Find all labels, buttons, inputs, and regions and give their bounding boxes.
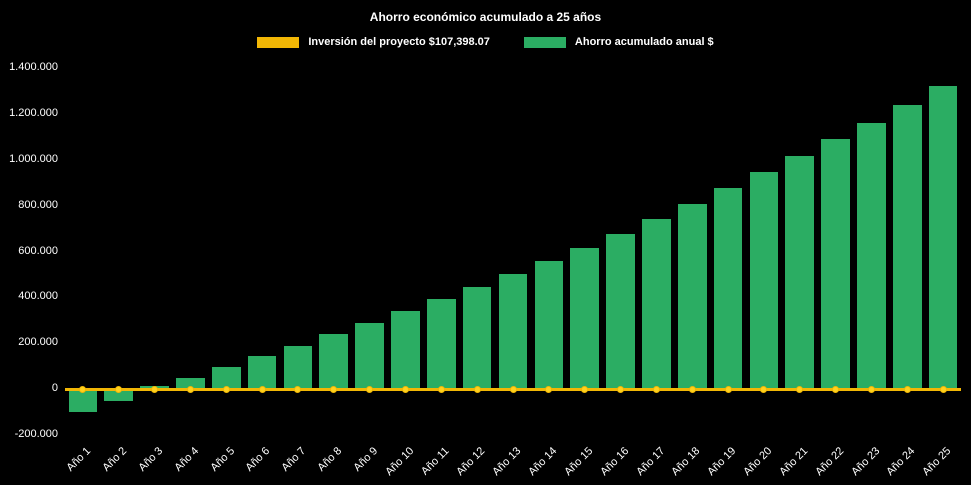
x-tick-label: Año 16	[597, 445, 632, 479]
investment-line-marker	[366, 385, 374, 393]
y-tick-label: 800.000	[18, 198, 58, 211]
x-tick-label: Año 19	[705, 445, 739, 479]
investment-line-marker	[545, 385, 553, 393]
investment-line-marker	[903, 385, 911, 393]
legend-item-savings: Ahorro acumulado anual $	[523, 36, 714, 48]
x-tick-label: Año 3	[136, 445, 166, 474]
legend: Inversión del proyecto $107,398.07 Ahorr…	[0, 36, 971, 48]
x-tick-label: Año 23	[848, 445, 882, 479]
bar-ano-19	[713, 188, 743, 390]
investment-line-marker	[509, 385, 517, 393]
investment-line-marker	[581, 385, 589, 393]
investment-line-marker	[330, 385, 338, 393]
bar-ano-15	[570, 248, 600, 390]
investment-line-marker	[867, 385, 875, 393]
x-tick-label: Año 24	[884, 445, 918, 479]
bar-ano-13	[498, 274, 528, 390]
bar-ano-25	[928, 86, 958, 390]
investment-line-marker	[401, 385, 409, 393]
y-tick-label: -200.000	[14, 428, 58, 440]
investment-line-marker	[724, 385, 732, 393]
y-tick-label: 1.000.000	[9, 152, 58, 165]
chart-title: Ahorro económico acumulado a 25 años	[369, 10, 602, 24]
legend-label-savings: Ahorro acumulado anual $	[574, 36, 714, 48]
investment-line-marker	[652, 385, 660, 393]
bar-ano-18	[677, 204, 707, 390]
x-tick-label: Año 21	[777, 445, 811, 479]
bar-ano-24	[892, 104, 922, 390]
investment-line-marker	[939, 385, 947, 393]
bar-ano-9	[355, 322, 384, 390]
investment-line-marker	[222, 385, 230, 393]
investment-line-marker	[473, 385, 481, 393]
legend-label-investment: Inversión del proyecto $107,398.07	[308, 36, 490, 48]
investment-line-marker	[832, 385, 840, 393]
legend-swatch-savings	[523, 36, 566, 48]
bar-ano-10	[391, 311, 420, 390]
y-tick-label: 1.200.000	[9, 106, 58, 119]
investment-line-marker	[79, 385, 87, 393]
x-tick-label: Año 7	[279, 445, 309, 474]
bar-ano-8	[319, 334, 349, 390]
y-tick-label: 200.000	[18, 336, 58, 349]
bar-ano-20	[749, 172, 779, 390]
investment-line-marker	[760, 385, 768, 393]
x-tick-label: Año 14	[526, 445, 560, 479]
investment-line-marker	[617, 385, 625, 393]
x-tick-label: Año 18	[669, 445, 703, 479]
bar-ano-5	[211, 367, 241, 390]
x-axis: Año 1 Año 2 Año 3 Año 4 Año 5 Año 6 Año 7 Año 8…	[65, 437, 961, 483]
bar-ano-11	[426, 298, 456, 390]
bar-ano-6	[247, 355, 277, 390]
legend-swatch-investment	[257, 36, 300, 48]
x-tick-label: Año 9	[351, 445, 381, 474]
investment-line-marker	[186, 385, 194, 393]
x-tick-label: Año 12	[454, 445, 488, 479]
y-axis: 1.400.000 1.200.000 1.000.000 800.000 600.00…	[0, 61, 58, 440]
investment-line-marker	[258, 385, 266, 393]
y-tick-label: 600.000	[18, 244, 58, 257]
x-tick-label: Año 8	[315, 445, 345, 474]
bar-ano-17	[642, 219, 671, 390]
investment-line-marker	[115, 385, 123, 393]
y-tick-label: 0	[51, 382, 58, 395]
y-tick-label: 1.400.000	[9, 61, 58, 73]
x-tick-label: Año 11	[419, 445, 452, 478]
bar-ano-22	[821, 139, 850, 390]
x-tick-label: Año 1	[64, 445, 94, 474]
bar-ano-16	[606, 234, 635, 390]
investment-line-marker	[294, 385, 302, 393]
x-tick-label: Año 5	[207, 445, 237, 474]
bar-ano-7	[283, 345, 313, 390]
x-tick-label: Año 20	[741, 445, 775, 479]
x-tick-label: Año 15	[562, 445, 596, 479]
x-tick-label: Año 4	[172, 445, 201, 474]
investment-line-marker	[437, 385, 445, 393]
bar-ano-1	[68, 389, 98, 413]
bar-ano-4	[176, 377, 205, 390]
y-tick-label: 400.000	[18, 290, 58, 303]
bar-ano-23	[857, 123, 886, 390]
bar-ano-2	[104, 389, 134, 401]
x-tick-label: Año 17	[633, 445, 667, 479]
bar-ano-14	[534, 260, 564, 390]
bar-ano-12	[462, 287, 492, 390]
investment-line-marker	[688, 385, 696, 393]
investment-line-marker	[151, 385, 159, 393]
legend-item-investment: Inversión del proyecto $107,398.07	[257, 36, 490, 48]
x-tick-label: Año 10	[382, 445, 416, 479]
x-tick-label: Año 2	[100, 445, 130, 474]
investment-line-marker	[796, 385, 804, 393]
x-tick-label: Año 6	[243, 445, 273, 474]
x-tick-label: Año 22	[812, 445, 847, 479]
bar-ano-21	[785, 156, 815, 390]
plot-area	[65, 68, 961, 435]
x-tick-label: Año 13	[490, 445, 524, 479]
x-tick-label: Año 25	[920, 445, 954, 479]
